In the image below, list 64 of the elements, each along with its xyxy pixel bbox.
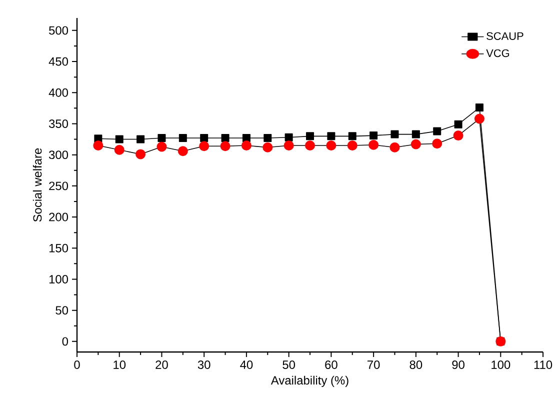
point — [156, 142, 167, 152]
x-tick-label: 100 — [492, 360, 510, 369]
x-tick-label: 30 — [198, 360, 210, 369]
y-tick-label: 400 — [48, 88, 68, 97]
y-axis-title: Social welfare — [32, 148, 42, 222]
point — [475, 104, 484, 112]
point — [178, 146, 188, 156]
x-tick-label: 0 — [74, 360, 80, 369]
point — [327, 132, 336, 140]
point — [136, 149, 146, 160]
point — [178, 134, 187, 142]
point — [264, 134, 272, 142]
x-tick-label: 60 — [325, 360, 338, 369]
point — [347, 140, 358, 150]
point — [114, 144, 124, 155]
point — [262, 142, 273, 152]
x-tick-label: 50 — [282, 360, 296, 369]
legend-label: VCG — [486, 49, 510, 58]
y-tick-label: 300 — [48, 150, 68, 160]
point — [390, 130, 399, 138]
point — [410, 139, 421, 150]
point — [199, 141, 210, 152]
point — [220, 141, 230, 152]
point — [158, 134, 166, 142]
y-tick-label: 250 — [49, 182, 68, 190]
x-tick-label: 90 — [452, 360, 464, 369]
point — [474, 114, 484, 124]
y-tick-label: 200 — [49, 212, 68, 222]
point — [432, 138, 442, 149]
point — [433, 127, 442, 136]
point — [326, 140, 336, 150]
point — [241, 140, 252, 150]
y-tick-label: 150 — [49, 244, 68, 252]
point — [368, 140, 379, 150]
x-tick-label: 110 — [534, 360, 552, 369]
point — [306, 132, 314, 140]
point — [115, 135, 124, 144]
point — [284, 133, 293, 142]
point — [412, 130, 420, 138]
y-tick-label: 500 — [49, 26, 68, 35]
y-tick-label: 100 — [49, 275, 68, 284]
point — [200, 134, 208, 142]
point — [370, 132, 378, 140]
point — [136, 135, 145, 144]
y-tick-label: 450 — [48, 57, 68, 66]
point — [242, 134, 250, 142]
point — [93, 140, 104, 150]
point — [453, 130, 464, 141]
point — [348, 132, 356, 140]
x-tick-label: 10 — [114, 360, 126, 369]
y-tick-label: 0 — [62, 337, 68, 346]
x-tick-label: 20 — [156, 360, 168, 369]
point — [305, 140, 316, 150]
point — [221, 134, 230, 142]
legend-label: SCAUP — [486, 32, 524, 40]
y-tick-label: 350 — [48, 120, 68, 128]
point — [454, 120, 462, 128]
x-tick-label: 80 — [410, 360, 422, 369]
x-axis-title: Availability (%) — [270, 376, 348, 387]
x-tick-label: 40 — [240, 360, 253, 369]
point — [390, 142, 400, 152]
point — [284, 140, 294, 150]
x-tick-label: 70 — [368, 360, 380, 369]
y-tick-label: 50 — [56, 306, 68, 315]
